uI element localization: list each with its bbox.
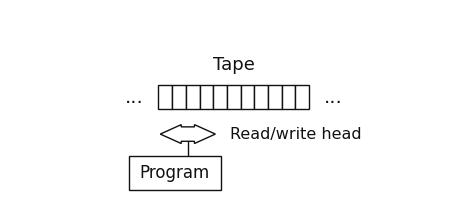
Bar	[295, 85, 309, 109]
Text: ...: ...	[324, 88, 343, 107]
Bar	[227, 85, 241, 109]
Bar	[268, 85, 282, 109]
Bar	[213, 85, 227, 109]
Bar	[241, 85, 254, 109]
Bar	[172, 85, 186, 109]
Bar	[186, 85, 200, 109]
Text: Program: Program	[140, 164, 210, 182]
Bar	[200, 85, 213, 109]
Text: Read/write head: Read/write head	[230, 127, 362, 142]
Text: Tape: Tape	[213, 56, 255, 74]
Bar	[158, 85, 172, 109]
Bar	[254, 85, 268, 109]
Bar	[282, 85, 295, 109]
Polygon shape	[160, 125, 215, 144]
Text: ...: ...	[125, 88, 144, 107]
Bar	[129, 156, 221, 190]
